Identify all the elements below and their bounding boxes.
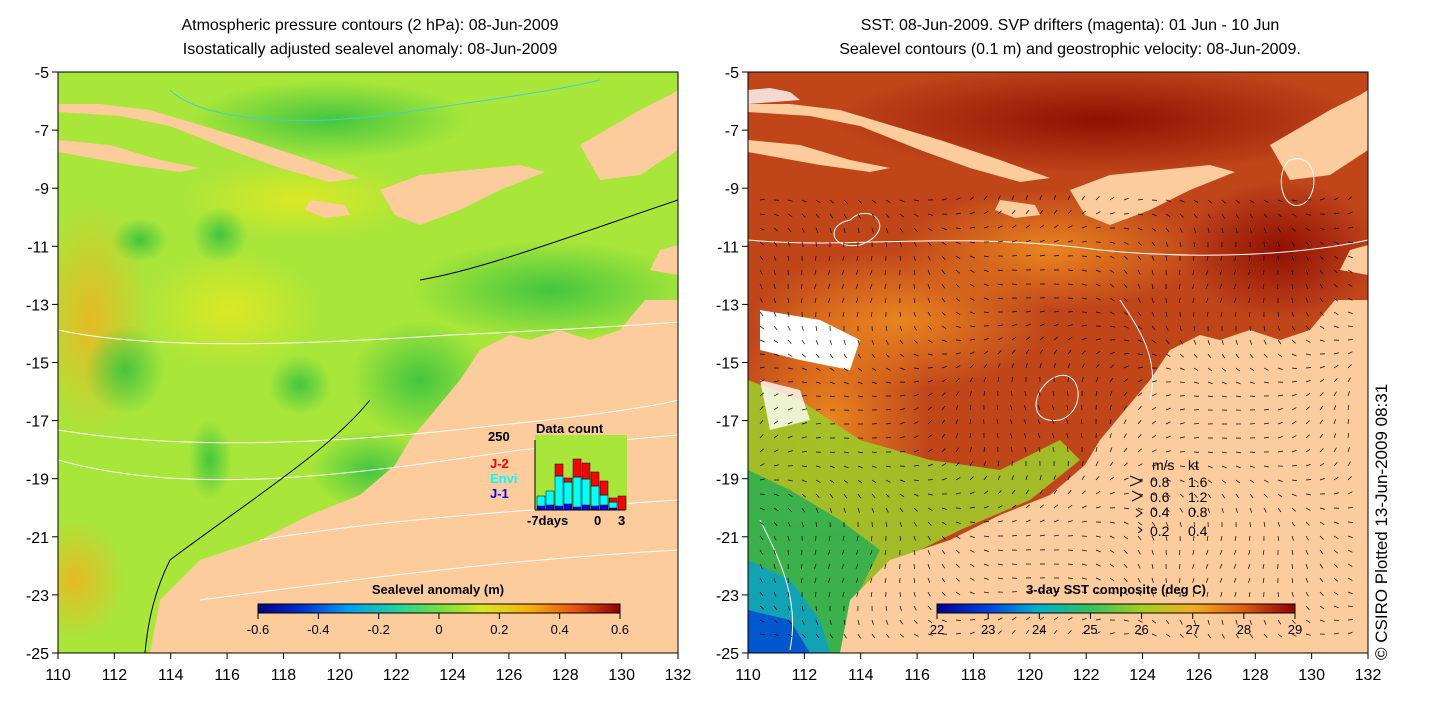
right-lon-label-4: 118 <box>961 667 987 684</box>
right-lat-label-5: -15 <box>716 356 739 373</box>
data-count-ymax: 250 <box>488 429 510 444</box>
right-lat-label-2: -9 <box>725 181 739 198</box>
left-lat-label-10: -25 <box>26 646 49 663</box>
sst-colorbar-tick-4: 26 <box>1134 622 1148 637</box>
data-count-inset: Data count 250 J-2 Envi J-1 -7days 0 3 <box>488 421 627 528</box>
right-lat-label-0: -5 <box>725 65 739 82</box>
velocity-legend-ms-2: 0.4 <box>1150 504 1170 520</box>
data-count-xlabel-end: 3 <box>618 513 625 528</box>
right-lon-label-8: 126 <box>1186 667 1213 684</box>
sealevel-colorbar <box>257 603 621 614</box>
velocity-legend-ms-header: m/s <box>1152 457 1175 473</box>
velocity-legend-kt-1: 1.2 <box>1188 489 1208 505</box>
left-lon-label-8: 126 <box>496 667 523 684</box>
sealevel-colorbar-tick-5: 0.4 <box>551 622 569 637</box>
right-lon-label-3: 116 <box>904 667 930 684</box>
right-lon-label-10: 130 <box>1298 667 1325 684</box>
left-lat-label-7: -19 <box>26 472 49 489</box>
left-lon-label-5: 120 <box>326 667 353 684</box>
right-map-title: SST: 08-Jun-2009. SVP drifters (magenta)… <box>860 17 1280 34</box>
left-lon-label-10: 130 <box>608 667 635 684</box>
sealevel-colorbar-tick-6: 0.6 <box>611 622 629 637</box>
australia-landmass <box>150 300 678 653</box>
right-lon-label-5: 120 <box>1016 667 1043 684</box>
left-map-title: Atmospheric pressure contours (2 hPa): 0… <box>181 17 559 34</box>
legend-j1: J-1 <box>490 486 509 501</box>
left-lat-label-6: -17 <box>26 414 49 431</box>
axes-labels: -5 -7 -9 -11 -13 -15 -17 -19 -21 -23 -25 110 112 114 1… <box>26 65 1382 684</box>
left-lat-label-3: -11 <box>27 239 49 256</box>
legend-envi: Envi <box>490 471 517 486</box>
right-lat-label-3: -11 <box>717 239 739 256</box>
left-lon-label-7: 124 <box>439 667 466 684</box>
right-lon-label-11: 132 <box>1355 667 1382 684</box>
right-lon-label-0: 110 <box>735 667 761 684</box>
left-lon-label-0: 110 <box>45 667 71 684</box>
sealevel-colorbar-tick-3: 0 <box>435 622 442 637</box>
sst-colorbar-tick-0: 22 <box>930 622 944 637</box>
sealevel-colorbar-tick-2: -0.2 <box>367 622 389 637</box>
sst-colorbar-ticks: 22 23 24 25 26 27 28 29 <box>930 613 1302 637</box>
right-lat-label-6: -17 <box>716 414 739 431</box>
sst-colorbar-tick-5: 27 <box>1185 622 1199 637</box>
sealevel-colorbar-label: Sealevel anomaly (m) <box>372 582 504 597</box>
left-lon-label-6: 122 <box>383 667 410 684</box>
right-lon-label-2: 114 <box>848 667 874 684</box>
left-lat-label-9: -23 <box>26 588 49 605</box>
sst-colorbar-tick-6: 28 <box>1237 622 1251 637</box>
right-lat-label-1: -7 <box>725 123 739 140</box>
left-lon-label-3: 116 <box>214 667 240 684</box>
sealevel-map <box>58 72 678 653</box>
left-lon-label-1: 112 <box>102 667 128 684</box>
velocity-legend-ms-0: 0.8 <box>1150 474 1170 490</box>
left-lat-label-1: -7 <box>35 123 49 140</box>
velocity-legend: m/s kt 0.8 1.6 0.6 1.2 0.4 0.8 0.2 0.4 <box>1129 457 1208 539</box>
right-lon-label-7: 124 <box>1129 667 1156 684</box>
velocity-legend-kt-0: 1.6 <box>1188 474 1208 490</box>
right-lat-label-10: -25 <box>716 646 739 663</box>
sst-map <box>748 72 1368 653</box>
sst-colorbar-label: 3-day SST composite (deg C) <box>1026 582 1206 597</box>
velocity-legend-ms-1: 0.6 <box>1150 489 1170 505</box>
left-lat-label-4: -13 <box>26 297 49 314</box>
left-lon-label-9: 128 <box>552 667 579 684</box>
sst-colorbar <box>936 603 1296 614</box>
sealevel-colorbar-tick-4: 0.2 <box>490 622 508 637</box>
left-lat-label-8: -21 <box>26 530 49 547</box>
left-lon-label-11: 132 <box>665 667 692 684</box>
right-lat-label-7: -19 <box>716 472 739 489</box>
left-map-subtitle: Isostatically adjusted sealevel anomaly:… <box>182 41 558 58</box>
velocity-legend-kt-header: kt <box>1188 457 1199 473</box>
plot-credit: © CSIRO Plotted 13-Jun-2009 08:31 <box>1372 383 1391 660</box>
data-count-title: Data count <box>536 421 604 436</box>
sst-colorbar-tick-7: 29 <box>1288 622 1302 637</box>
left-lon-label-4: 118 <box>271 667 297 684</box>
right-lon-label-9: 128 <box>1242 667 1269 684</box>
sst-colorbar-tick-2: 24 <box>1032 622 1046 637</box>
velocity-legend-ms-3: 0.2 <box>1150 523 1170 539</box>
left-lat-label-5: -15 <box>26 356 49 373</box>
left-lon-label-2: 114 <box>158 667 184 684</box>
left-lat-label-2: -9 <box>35 181 49 198</box>
right-lat-label-8: -21 <box>716 530 739 547</box>
right-lat-label-9: -23 <box>716 588 739 605</box>
sealevel-colorbar-tick-0: -0.6 <box>247 622 269 637</box>
right-lon-label-1: 112 <box>792 667 818 684</box>
right-lat-label-4: -13 <box>716 297 739 314</box>
sealevel-colorbar-tick-1: -0.4 <box>307 622 329 637</box>
legend-j2: J-2 <box>490 456 509 471</box>
timor-island <box>380 165 545 225</box>
velocity-legend-kt-3: 0.4 <box>1188 523 1208 539</box>
sealevel-colorbar-ticks: -0.6 -0.4 -0.2 0 0.2 0.4 0.6 <box>247 613 629 637</box>
data-count-xlabel-zero: 0 <box>594 513 601 528</box>
sst-colorbar-tick-1: 23 <box>981 622 995 637</box>
right-map-subtitle: Sealevel contours (0.1 m) and geostrophi… <box>839 41 1301 58</box>
sst-colorbar-tick-3: 25 <box>1083 622 1097 637</box>
left-lat-label-0: -5 <box>35 65 49 82</box>
right-lon-label-6: 122 <box>1073 667 1100 684</box>
cloud-mask <box>760 310 860 370</box>
data-count-xlabel-start: -7days <box>527 513 568 528</box>
velocity-legend-kt-2: 0.8 <box>1188 504 1208 520</box>
